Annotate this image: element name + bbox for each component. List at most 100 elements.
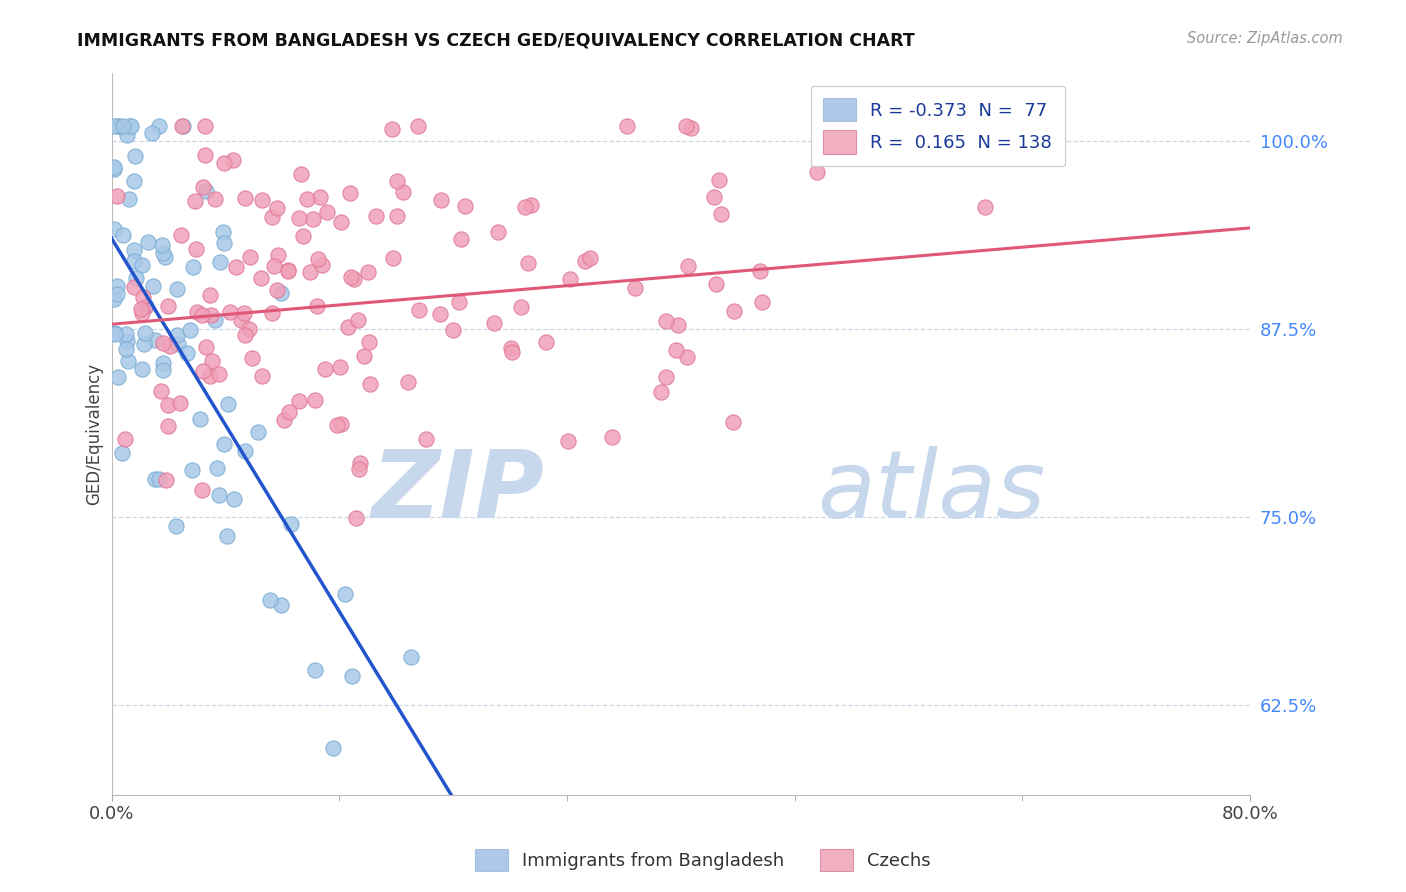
Y-axis label: GED/Equivalency: GED/Equivalency (86, 363, 103, 505)
Point (193, 148, 215, 162)
Point (650, 385, 672, 400)
Point (112, 227, 135, 242)
Point (214, 437, 236, 451)
Point (152, 356, 174, 370)
Point (675, 119, 697, 133)
Point (655, 314, 678, 328)
Point (122, 280, 145, 294)
Point (723, 415, 745, 429)
Point (278, 405, 301, 419)
Point (263, 260, 285, 274)
Point (326, 417, 349, 432)
Point (290, 167, 312, 181)
Point (307, 252, 329, 266)
Point (270, 286, 292, 301)
Point (340, 669, 363, 683)
Text: IMMIGRANTS FROM BANGLADESH VS CZECH GED/EQUIVALENCY CORRELATION CHART: IMMIGRANTS FROM BANGLADESH VS CZECH GED/… (77, 31, 915, 49)
Point (169, 396, 191, 410)
Point (707, 173, 730, 187)
Point (195, 340, 218, 354)
Point (655, 370, 678, 384)
Point (115, 342, 138, 356)
Point (250, 193, 273, 207)
Point (212, 235, 235, 250)
Point (273, 413, 295, 427)
Point (399, 650, 422, 665)
Point (579, 252, 602, 266)
Point (706, 277, 728, 292)
Point (600, 430, 623, 444)
Point (408, 119, 430, 133)
Point (249, 271, 271, 285)
Point (135, 299, 157, 313)
Point (200, 308, 222, 322)
Point (152, 335, 174, 350)
Point (167, 337, 190, 351)
Point (441, 323, 464, 337)
Point (357, 265, 380, 279)
Point (676, 259, 699, 273)
Point (330, 417, 353, 431)
Point (347, 462, 370, 476)
Point (110, 445, 132, 459)
Point (429, 307, 451, 321)
Point (194, 184, 217, 198)
Point (105, 287, 128, 301)
Point (233, 306, 256, 320)
Point (120, 119, 142, 133)
Point (107, 119, 129, 133)
Point (170, 119, 193, 133)
Text: atlas: atlas (817, 446, 1046, 537)
Text: Source: ZipAtlas.com: Source: ZipAtlas.com (1187, 31, 1343, 46)
Point (105, 278, 128, 293)
Point (131, 362, 153, 376)
Point (150, 384, 173, 399)
Point (131, 306, 153, 320)
Point (501, 344, 523, 359)
Point (131, 258, 153, 272)
Point (280, 516, 302, 531)
Point (111, 119, 134, 133)
Point (447, 294, 470, 309)
Point (198, 288, 221, 302)
Point (396, 375, 419, 389)
Point (148, 472, 170, 486)
Point (157, 299, 180, 313)
Point (115, 128, 138, 142)
Point (143, 333, 166, 347)
Point (122, 174, 145, 188)
Point (270, 598, 292, 612)
Point (131, 290, 153, 304)
Point (129, 301, 152, 316)
Point (486, 225, 509, 239)
Point (288, 393, 311, 408)
Point (675, 350, 697, 364)
Point (124, 270, 146, 285)
Point (309, 190, 332, 204)
Point (665, 343, 688, 357)
Point (335, 587, 357, 601)
Point (179, 323, 201, 337)
Point (200, 368, 222, 383)
Point (157, 398, 180, 412)
Point (142, 279, 165, 293)
Legend: R = -0.373  N =  77, R =  0.165  N = 138: R = -0.373 N = 77, R = 0.165 N = 138 (811, 86, 1064, 166)
Point (181, 463, 204, 477)
Point (240, 351, 263, 365)
Point (188, 412, 211, 426)
Point (208, 488, 231, 502)
Point (148, 119, 170, 133)
Point (247, 425, 270, 439)
Point (229, 312, 252, 326)
Point (238, 322, 260, 336)
Point (304, 393, 326, 408)
Point (107, 370, 129, 384)
Point (204, 313, 226, 327)
Point (316, 205, 339, 219)
Point (277, 264, 299, 278)
Point (364, 209, 387, 223)
Point (166, 328, 188, 343)
Point (260, 210, 283, 224)
Point (973, 200, 995, 214)
Point (115, 326, 138, 341)
